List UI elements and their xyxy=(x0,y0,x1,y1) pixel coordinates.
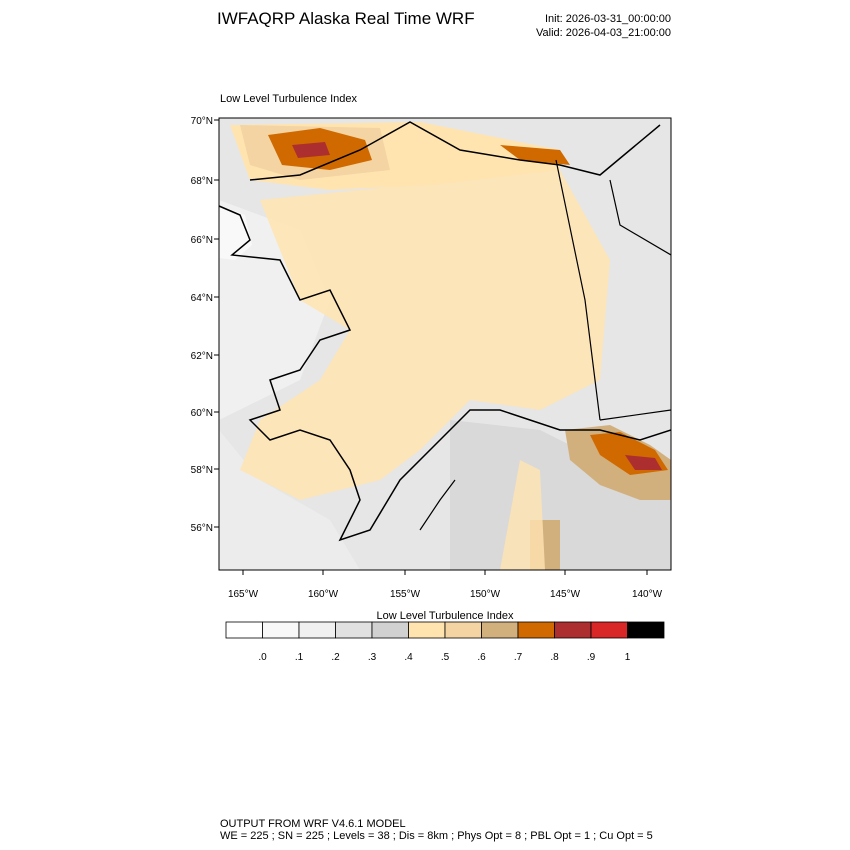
lon-label: 145°W xyxy=(550,589,581,600)
colorbar-box xyxy=(225,621,263,639)
colorbar-label: .2 xyxy=(331,652,340,663)
title: IWFAQRP Alaska Real Time WRF xyxy=(217,9,475,28)
init-time: Init: 2026-03-31_00:00:00 xyxy=(545,13,671,25)
colorbar-box xyxy=(262,621,300,639)
map-label: Low Level Turbulence Index xyxy=(220,93,357,105)
colorbar-label: 1 xyxy=(625,652,631,663)
lat-label: 60°N xyxy=(191,408,213,419)
colorbar-box xyxy=(627,621,665,639)
colorbar-label: .8 xyxy=(550,652,559,663)
lat-label: 70°N xyxy=(191,116,213,127)
lat-label: 62°N xyxy=(191,351,213,362)
colorbar-title: Low Level Turbulence Index xyxy=(377,610,514,622)
lat-label: 64°N xyxy=(191,293,213,304)
map-field xyxy=(218,117,672,571)
footer-line: WE = 225 ; SN = 225 ; Levels = 38 ; Dis … xyxy=(220,830,653,842)
lon-label: 155°W xyxy=(390,589,421,600)
colorbar-box xyxy=(371,621,409,639)
colorbar-label: .3 xyxy=(368,652,377,663)
colorbar-box xyxy=(590,621,628,639)
lat-label: 58°N xyxy=(191,465,213,476)
colorbar-box xyxy=(554,621,592,639)
colorbar-box xyxy=(335,621,373,639)
colorbar-label: .1 xyxy=(295,652,304,663)
lon-label: 160°W xyxy=(308,589,339,600)
colorbar-box xyxy=(517,621,555,639)
colorbar-label: .6 xyxy=(477,652,486,663)
lon-label: 140°W xyxy=(632,589,663,600)
footer-line: OUTPUT FROM WRF V4.6.1 MODEL xyxy=(220,818,406,830)
colorbar-box xyxy=(481,621,519,639)
lon-label: 150°W xyxy=(470,589,501,600)
lat-label: 66°N xyxy=(191,235,213,246)
lon-label: 165°W xyxy=(228,589,259,600)
colorbar-box xyxy=(408,621,446,639)
colorbar-box xyxy=(444,621,482,639)
colorbar-label: .5 xyxy=(441,652,450,663)
colorbar-box xyxy=(298,621,336,639)
colorbar-label: .7 xyxy=(514,652,523,663)
lat-label: 68°N xyxy=(191,176,213,187)
lat-label: 56°N xyxy=(191,523,213,534)
valid-time: Valid: 2026-04-03_21:00:00 xyxy=(536,27,671,39)
colorbar-label: .0 xyxy=(258,652,267,663)
colorbar-label: .4 xyxy=(404,652,413,663)
colorbar-label: .9 xyxy=(587,652,596,663)
